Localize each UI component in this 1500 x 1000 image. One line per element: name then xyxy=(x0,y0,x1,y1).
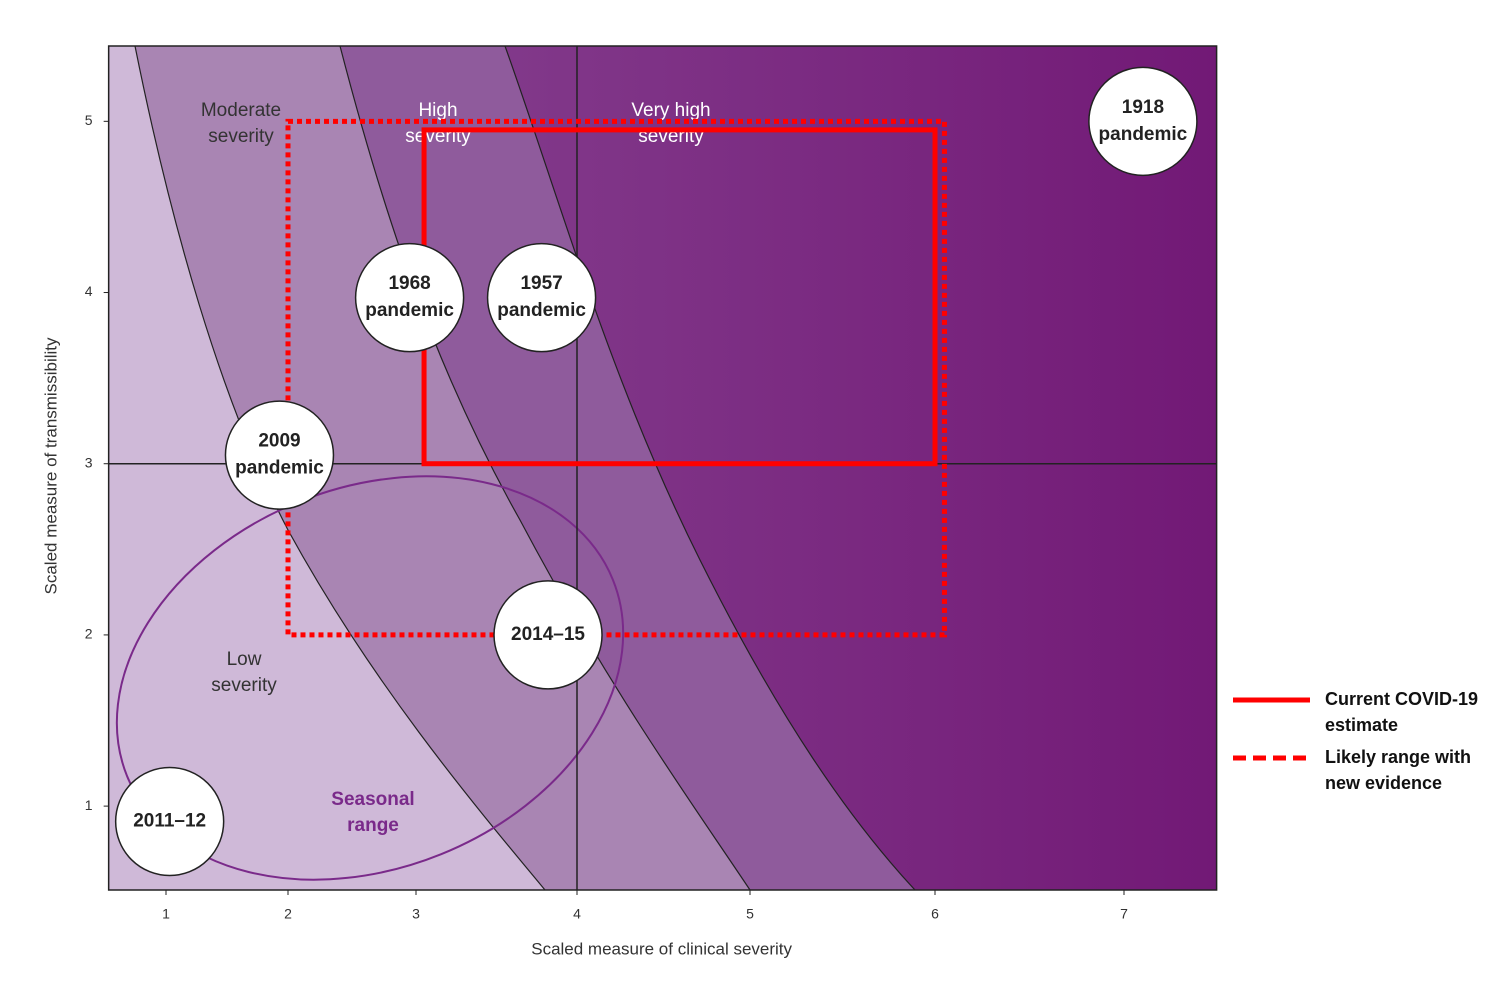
bubble-label: 2014–15 xyxy=(511,624,585,645)
event-bubble xyxy=(1088,66,1198,177)
event-bubble xyxy=(114,766,225,877)
bubble-label: pandemic xyxy=(497,300,586,321)
legend-label: Current COVID-19 estimate xyxy=(1325,689,1478,735)
band-boundary xyxy=(134,46,546,890)
legend-label: Likely range with new evidence xyxy=(1325,747,1471,793)
x-tick-label: 3 xyxy=(412,906,420,922)
plot-frame xyxy=(107,45,1218,891)
region-label: severity xyxy=(211,675,277,696)
bubble-label: 2011–12 xyxy=(133,811,206,832)
region-label: High xyxy=(418,100,457,121)
severity-bands xyxy=(109,46,1217,890)
y-tick-label: 3 xyxy=(85,454,93,470)
x-tick-label: 6 xyxy=(931,906,939,922)
band-boundary xyxy=(504,46,916,890)
band-boundary xyxy=(339,46,751,890)
y-axis-label: Scaled measure of transmissibility xyxy=(41,337,60,594)
region-label: Very high xyxy=(631,100,710,121)
x-tick-label: 2 xyxy=(284,906,292,922)
y-tick-label: 2 xyxy=(85,626,93,642)
region-label: Seasonal xyxy=(331,789,414,810)
bubble-label: 1957 xyxy=(520,273,562,294)
x-tick-label: 1 xyxy=(162,906,170,922)
x-axis-label: Scaled measure of clinical severity xyxy=(531,939,792,958)
region-label: range xyxy=(347,815,399,836)
event-bubble xyxy=(493,580,603,690)
y-tick-label: 1 xyxy=(85,797,93,813)
x-tick-label: 5 xyxy=(746,906,754,922)
event-bubble xyxy=(354,242,465,353)
bubble-label: 2009 xyxy=(258,431,300,452)
y-tick-label: 4 xyxy=(85,283,93,299)
region-label: Moderate xyxy=(201,100,281,121)
x-tick-label: 7 xyxy=(1120,906,1128,922)
x-tick-label: 4 xyxy=(573,906,581,922)
region-label: severity xyxy=(208,126,274,147)
bubble-label: pandemic xyxy=(365,300,454,321)
bubble-label: 1968 xyxy=(388,273,430,294)
bubble-label: pandemic xyxy=(235,458,324,479)
bubble-label: pandemic xyxy=(1099,124,1188,145)
region-label: Low xyxy=(227,649,262,670)
low-band xyxy=(109,46,545,890)
y-tick-label: 5 xyxy=(85,112,93,128)
event-bubble xyxy=(224,400,335,510)
estimate-range xyxy=(285,118,947,638)
event-bubble xyxy=(486,242,597,353)
bubble-label: 1918 xyxy=(1122,97,1164,118)
